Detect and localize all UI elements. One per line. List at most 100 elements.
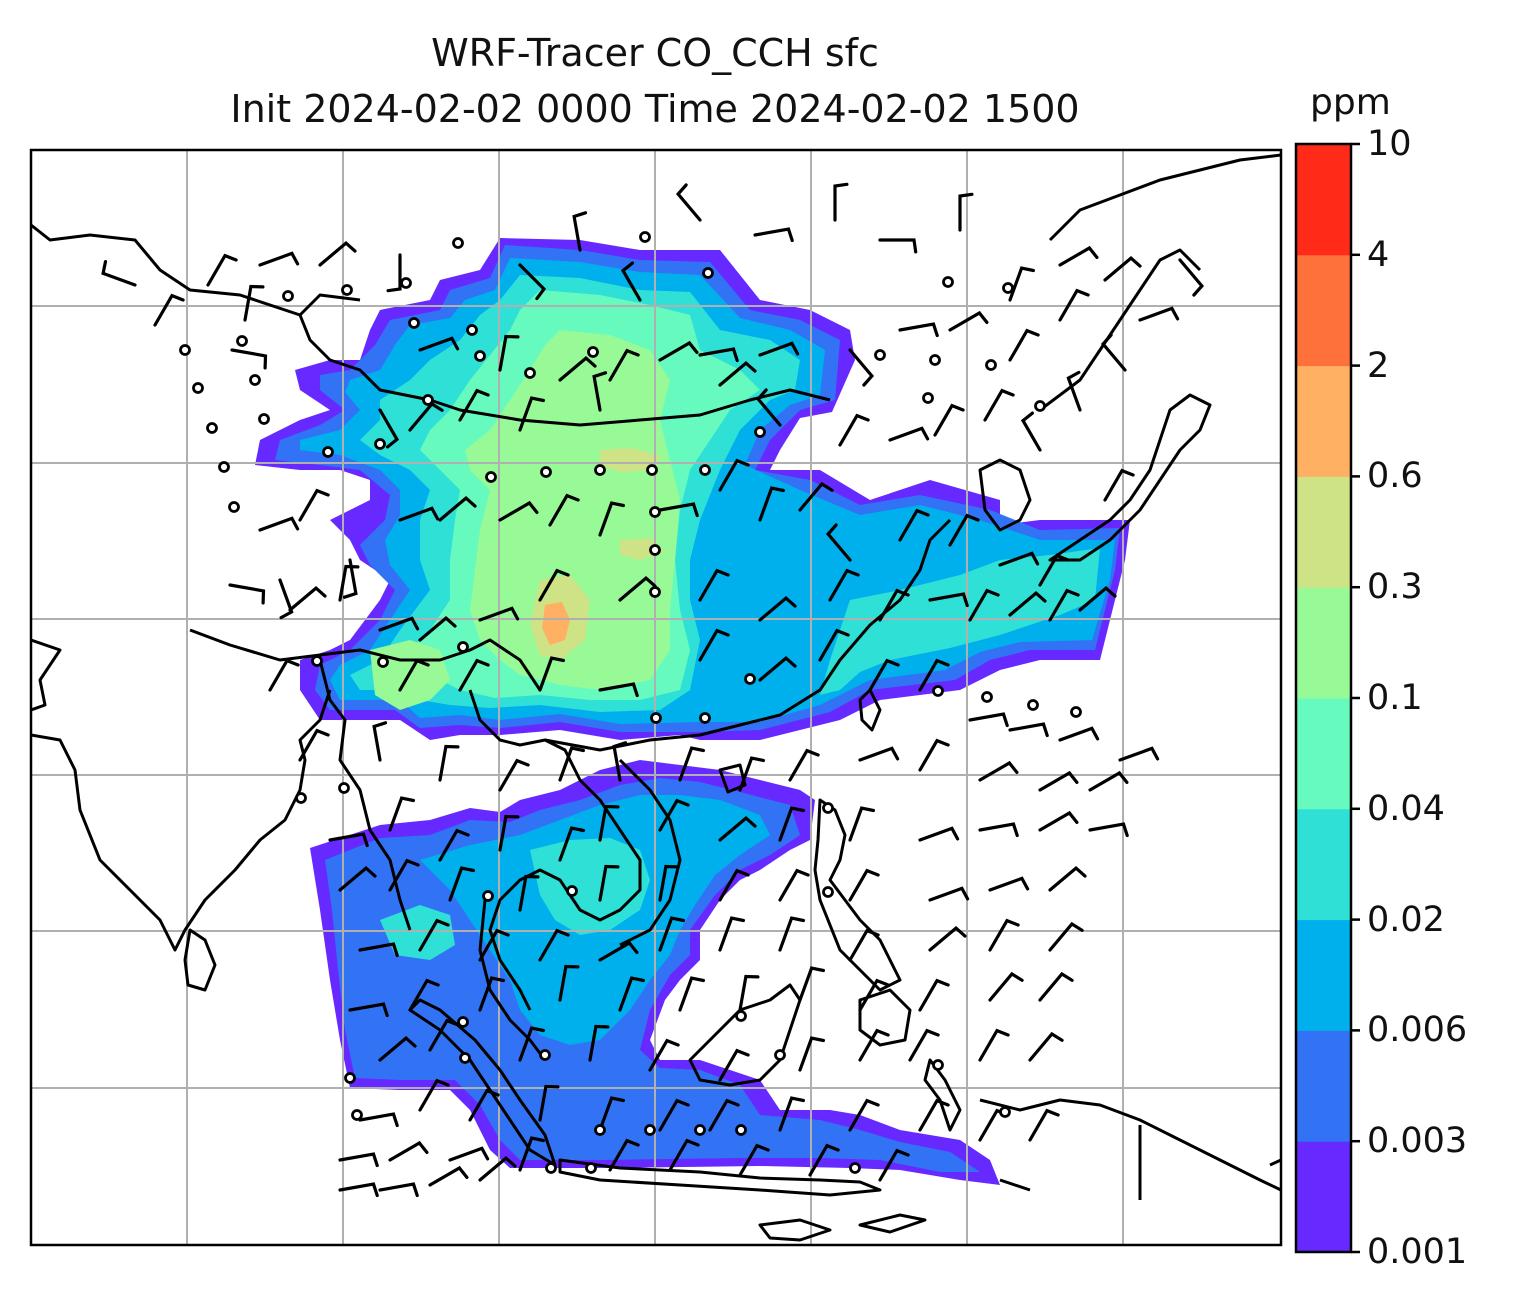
calm-wind-circle	[452, 237, 464, 249]
calm-wind-circle	[587, 346, 599, 358]
coast-newguinea	[979, 1098, 1281, 1200]
calm-wind-circle	[457, 1016, 469, 1028]
calm-wind-circle	[735, 1124, 747, 1136]
calm-wind-circle	[874, 349, 886, 361]
wind-barb	[243, 284, 265, 322]
wind-barb	[388, 796, 415, 832]
wind-barb	[358, 1112, 399, 1128]
wind-barb	[1118, 746, 1160, 762]
wind-barb	[592, 371, 608, 412]
wind-barb	[598, 1096, 625, 1132]
wind-barb	[1038, 971, 1074, 1002]
calm-wind-circle	[702, 267, 714, 279]
wind-barb	[753, 227, 794, 243]
calm-wind-circle	[377, 656, 389, 668]
wind-barb	[1178, 258, 1205, 297]
calm-wind-circles	[179, 231, 1082, 1174]
coast-srilanka	[183, 928, 217, 992]
colorbar-segment	[1296, 476, 1351, 588]
wind-barb	[448, 1146, 490, 1162]
calm-wind-circle	[249, 374, 261, 386]
colorbar-tick-label: 0.02	[1367, 899, 1445, 940]
calm-wind-circle	[942, 276, 954, 288]
coast-timor	[758, 1213, 927, 1242]
wind-barb	[468, 1088, 500, 1122]
calm-wind-circle	[929, 354, 941, 366]
calm-wind-circle	[566, 885, 578, 897]
map-title-line2: Init 2024-02-02 0000 Time 2024-02-02 150…	[230, 87, 1080, 131]
calm-wind-circle	[539, 1049, 551, 1061]
wind-barb	[858, 746, 900, 762]
wind-barb	[318, 240, 357, 267]
wind-barb	[558, 964, 580, 1002]
wind-barb	[928, 592, 969, 608]
calm-wind-circle	[344, 1072, 356, 1084]
wind-barb	[738, 974, 760, 1012]
wind-barb	[978, 822, 1019, 838]
wind-barb	[718, 360, 757, 387]
wind-barb	[918, 826, 960, 842]
calm-wind-circle	[699, 712, 711, 724]
wind-barb	[620, 261, 642, 302]
calm-wind-circle	[999, 1106, 1011, 1118]
calm-wind-circle	[459, 1052, 471, 1064]
wind-barb	[1058, 245, 1099, 267]
field-hotspot-l7	[542, 602, 570, 645]
calm-wind-circle	[474, 350, 486, 362]
colorbar-segment	[1296, 1141, 1351, 1253]
wind-barb	[378, 408, 400, 449]
wind-barb	[918, 1098, 950, 1132]
border-himalaya	[189, 628, 542, 691]
wind-barb	[538, 1084, 560, 1122]
wind-barb	[1008, 328, 1040, 362]
wind-barb	[498, 334, 520, 372]
calm-wind-circle	[822, 886, 834, 898]
wind-barb	[478, 1155, 517, 1182]
wind-barb	[978, 1028, 1010, 1062]
map-frame	[29, 148, 1283, 1247]
wind-barb	[372, 721, 388, 762]
wind-barb	[1028, 1108, 1060, 1142]
coast-japan	[1048, 393, 1212, 562]
wind-barb	[718, 458, 750, 492]
calm-wind-circle	[179, 344, 191, 356]
wind-barb	[558, 746, 585, 782]
wind-barb	[778, 868, 810, 902]
wind-barb	[983, 388, 1015, 422]
wind-barb	[258, 516, 300, 532]
wind-barb	[988, 876, 1030, 892]
wind-barb	[1020, 411, 1042, 452]
gridlines	[31, 150, 1281, 1245]
wind-barb	[908, 1028, 940, 1062]
wind-barb	[438, 828, 470, 862]
calm-wind-circle	[258, 413, 270, 425]
wind-barb	[418, 615, 457, 642]
wind-barb	[101, 260, 137, 287]
calm-wind-circle	[932, 1059, 944, 1071]
wind-barb	[518, 263, 547, 301]
wind-barb	[825, 523, 852, 562]
calm-wind-circle	[922, 392, 934, 404]
wind-barb	[698, 628, 730, 662]
wind-barb	[538, 928, 570, 962]
wind-barb	[498, 814, 520, 852]
wind-barb	[968, 588, 1000, 622]
wind-barb	[878, 588, 910, 622]
wind-barb	[675, 183, 702, 222]
coast-mindanao	[858, 988, 912, 1047]
coast-india	[31, 638, 332, 952]
wind-barb	[958, 192, 974, 232]
tracer-field	[255, 238, 1130, 1185]
colorbar-tick-label: 10	[1367, 124, 1412, 164]
wind-barb	[828, 568, 860, 602]
wind-barb	[338, 1182, 379, 1198]
wind-barb	[698, 347, 739, 363]
colorbar-segment	[1296, 919, 1351, 1031]
wind-barb	[206, 253, 238, 287]
colorbar-tick-label: 0.1	[1367, 678, 1423, 718]
colorbar-segment	[1296, 365, 1351, 477]
wind-barb	[338, 1152, 379, 1168]
wind-barb	[755, 388, 782, 427]
wind-barb	[558, 826, 585, 862]
border-central-asia	[31, 223, 831, 427]
